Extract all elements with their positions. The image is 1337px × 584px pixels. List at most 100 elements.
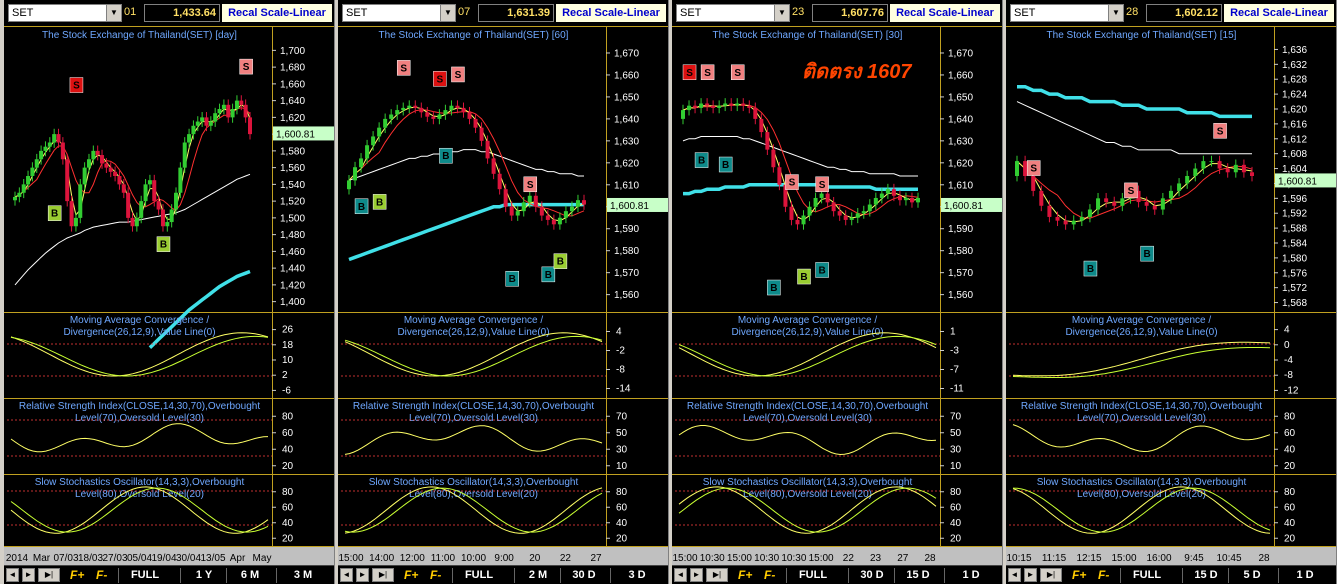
timeframe-button-5d[interactable]: 5 D [1243, 569, 1261, 581]
buy-signal-marker[interactable]: B [815, 262, 829, 278]
buy-signal-marker[interactable]: B [694, 152, 709, 168]
scroll-right-icon[interactable]: ► [356, 568, 369, 582]
timeframe-button-1d[interactable]: 1 D [1296, 569, 1314, 581]
sell-signal-marker[interactable]: S [433, 71, 447, 87]
timeframe-button-6m[interactable]: 6 M [240, 569, 260, 581]
symbol-select[interactable]: SET ▼ [676, 4, 790, 22]
candle [117, 170, 122, 190]
candle [389, 109, 394, 125]
recal-scale-button[interactable]: Recal Scale-Linear [890, 4, 1000, 22]
sell-signal-marker[interactable]: S [815, 176, 829, 193]
symbol-select[interactable]: SET ▼ [8, 4, 122, 22]
svg-text:B: B [442, 151, 449, 162]
scroll-end-icon[interactable]: ▶| [372, 568, 394, 582]
scroll-left-icon[interactable]: ◄ [1008, 568, 1021, 582]
timeframe-button-2m[interactable]: 2 M [528, 569, 548, 581]
candle [909, 192, 914, 208]
chart-canvas[interactable]: The Stock Exchange of Thailand(SET) [day… [4, 26, 335, 565]
zoom-in-button[interactable]: F+ [404, 568, 419, 582]
zoom-out-button[interactable]: F- [430, 568, 442, 582]
candle [545, 210, 550, 226]
buy-signal-marker[interactable]: B [1083, 260, 1098, 277]
scroll-left-icon[interactable]: ◄ [674, 568, 687, 582]
zoom-in-button[interactable]: F+ [70, 568, 85, 582]
candle [100, 149, 105, 169]
buy-signal-marker[interactable]: B [47, 205, 62, 221]
buy-signal-marker[interactable]: B [553, 253, 568, 269]
sell-signal-marker[interactable]: S [1124, 182, 1138, 199]
buy-signal-marker[interactable]: B [505, 270, 519, 287]
sell-signal-marker[interactable]: S [785, 174, 799, 190]
scroll-left-icon[interactable]: ◄ [6, 568, 19, 582]
candle [1096, 192, 1101, 215]
candle [383, 113, 388, 134]
buy-signal-marker[interactable]: B [156, 236, 171, 252]
timeframe-button-full[interactable]: FULL [798, 569, 828, 581]
scroll-right-icon[interactable]: ► [1024, 568, 1037, 582]
scroll-right-icon[interactable]: ► [690, 568, 703, 582]
date-axis: 15:00 14:00 12:00 11:00 10:00 9:00 20 22 27 [338, 553, 602, 564]
sell-signal-marker[interactable]: S [730, 64, 745, 81]
buy-signal-marker[interactable]: B [354, 198, 369, 215]
chart-title: The Stock Exchange of Thailand(SET) [60] [379, 30, 569, 41]
buy-signal-marker[interactable]: B [718, 156, 733, 173]
symbol-select[interactable]: SET ▼ [342, 4, 456, 22]
buy-signal-marker[interactable]: B [439, 147, 453, 164]
zoom-out-button[interactable]: F- [1098, 568, 1110, 582]
timeframe-button-15d[interactable]: 15 D [906, 569, 930, 581]
candle [73, 212, 78, 232]
chart-canvas[interactable]: The Stock Exchange of Thailand(SET) [30]… [672, 26, 1003, 565]
buy-signal-marker[interactable]: B [797, 268, 811, 285]
timeframe-button-full[interactable]: FULL [130, 569, 160, 581]
sell-signal-marker[interactable]: S [69, 77, 84, 93]
scroll-end-icon[interactable]: ▶| [38, 568, 60, 582]
sell-signal-marker[interactable]: S [1213, 123, 1227, 139]
ma-long-line [348, 149, 584, 181]
buy-signal-marker[interactable]: B [767, 279, 781, 296]
timeframe-button-1d[interactable]: 1 D [962, 569, 980, 581]
date-label: 10:30 [781, 553, 806, 564]
scroll-right-icon[interactable]: ► [22, 568, 35, 582]
timeframe-button-full[interactable]: FULL [1132, 569, 1162, 581]
sell-signal-marker[interactable]: S [239, 58, 253, 75]
sell-signal-marker[interactable]: S [700, 64, 715, 81]
price-tick-label: 1,580 [280, 146, 305, 157]
zoom-in-button[interactable]: F+ [1072, 568, 1087, 582]
sell-signal-marker[interactable]: S [1026, 160, 1041, 176]
recal-scale-button[interactable]: Recal Scale-Linear [556, 4, 666, 22]
timeframe-button-30d[interactable]: 30 D [860, 569, 884, 581]
zoom-in-button[interactable]: F+ [738, 568, 753, 582]
chart-canvas[interactable]: The Stock Exchange of Thailand(SET) [15]… [1006, 26, 1337, 565]
timeframe-button-15d[interactable]: 15 D [1194, 569, 1218, 581]
buy-signal-marker[interactable]: B [372, 194, 387, 210]
zoom-out-button[interactable]: F- [764, 568, 776, 582]
timeframe-button-30d[interactable]: 30 D [572, 569, 596, 581]
svg-text:S: S [1217, 126, 1224, 137]
recal-scale-button[interactable]: Recal Scale-Linear [1224, 4, 1334, 22]
chevron-down-icon[interactable]: ▼ [440, 5, 455, 21]
symbol-select[interactable]: SET ▼ [1010, 4, 1124, 22]
chevron-down-icon[interactable]: ▼ [774, 5, 789, 21]
zoom-out-button[interactable]: F- [96, 568, 108, 582]
timeframe-button-3d[interactable]: 3 D [628, 569, 646, 581]
sell-signal-marker[interactable]: S [523, 176, 538, 193]
candle [182, 137, 187, 173]
timeframe-button-1y[interactable]: 1 Y [195, 569, 213, 581]
recal-scale-button[interactable]: Recal Scale-Linear [222, 4, 332, 22]
chevron-down-icon[interactable]: ▼ [106, 5, 121, 21]
scroll-end-icon[interactable]: ▶| [1040, 568, 1062, 582]
buy-signal-marker[interactable]: B [1140, 245, 1154, 262]
date-label: 10:30 [700, 553, 725, 564]
sell-signal-marker[interactable]: S [396, 60, 411, 76]
timeframe-button-full[interactable]: FULL [464, 569, 494, 581]
sell-signal-marker[interactable]: S [451, 66, 465, 83]
toolbar-separator [786, 568, 787, 583]
sell-signal-marker[interactable]: S [682, 64, 697, 81]
chart-canvas[interactable]: The Stock Exchange of Thailand(SET) [60]… [338, 26, 669, 565]
scroll-left-icon[interactable]: ◄ [340, 568, 353, 582]
timeframe-button-3m[interactable]: 3 M [293, 569, 313, 581]
buy-signal-marker[interactable]: B [541, 266, 556, 283]
chevron-down-icon[interactable]: ▼ [1108, 5, 1123, 21]
bar-code: 07 [458, 6, 471, 18]
scroll-end-icon[interactable]: ▶| [706, 568, 728, 582]
